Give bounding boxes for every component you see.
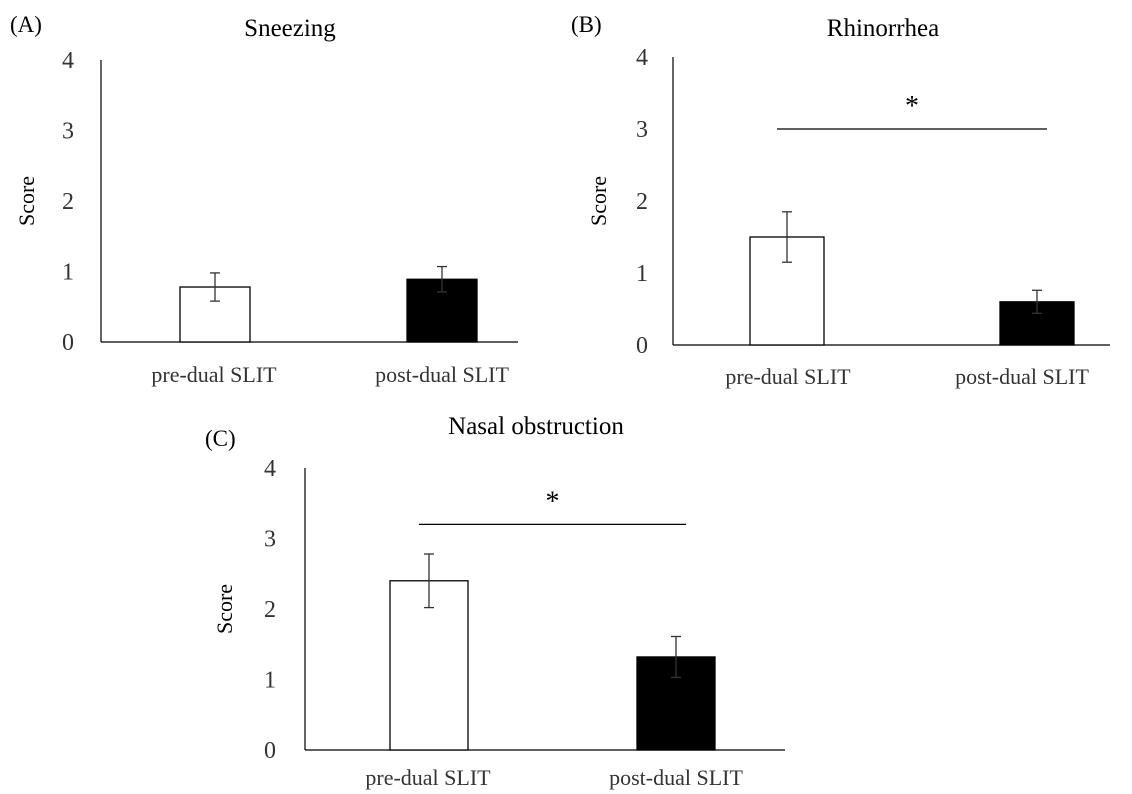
bar-pre [749,236,825,346]
chart-panel-c: (C) Nasal obstruction Score 0 1 2 3 4 pre-dual S… [205,413,785,790]
y-tick-label: 2 [636,189,648,215]
panel-label: (B) [571,12,602,37]
bar-post [406,278,478,343]
panel-label: (A) [10,12,42,37]
y-tick-label: 0 [62,330,74,356]
x-tick-label: post-dual SLIT [375,362,509,387]
y-tick-label: 3 [636,117,648,143]
panel-label: (C) [205,426,236,451]
y-tick-label: 0 [636,333,648,359]
chart-title: Nasal obstruction [448,413,624,440]
x-tick-label: pre-dual SLIT [365,765,491,790]
y-tick-label: 1 [264,668,276,694]
y-tick-label: 4 [62,48,74,74]
x-tick-label: post-dual SLIT [609,765,743,790]
x-tick-label: post-dual SLIT [955,364,1089,389]
y-tick-label: 4 [636,45,648,71]
y-tick-label: 4 [264,456,276,482]
y-axis-label: Score [14,176,39,226]
y-tick-label: 0 [264,738,276,764]
significance-star: * [546,486,560,517]
y-tick-label: 1 [636,261,648,287]
chart-panel-a: (A) Sneezing Score 0 1 2 3 4 pre-dual SLIT post-d… [10,12,518,387]
chart-title: Rhinorrhea [827,15,939,42]
y-axis-label: Score [586,176,611,226]
y-tick-label: 2 [264,597,276,623]
significance-star: * [905,91,919,122]
chart-title: Sneezing [244,15,336,42]
chart-panel-b: (B) Rhinorrhea Score 0 1 2 3 4 pre-dual SLIT post… [571,12,1110,389]
y-axis-label: Score [212,584,237,634]
x-tick-label: pre-dual SLIT [151,362,277,387]
y-tick-label: 3 [62,119,74,145]
y-tick-label: 2 [62,189,74,215]
y-tick-label: 1 [62,260,74,286]
bar-pre [389,580,469,751]
x-tick-label: pre-dual SLIT [725,364,851,389]
y-tick-label: 3 [264,527,276,553]
